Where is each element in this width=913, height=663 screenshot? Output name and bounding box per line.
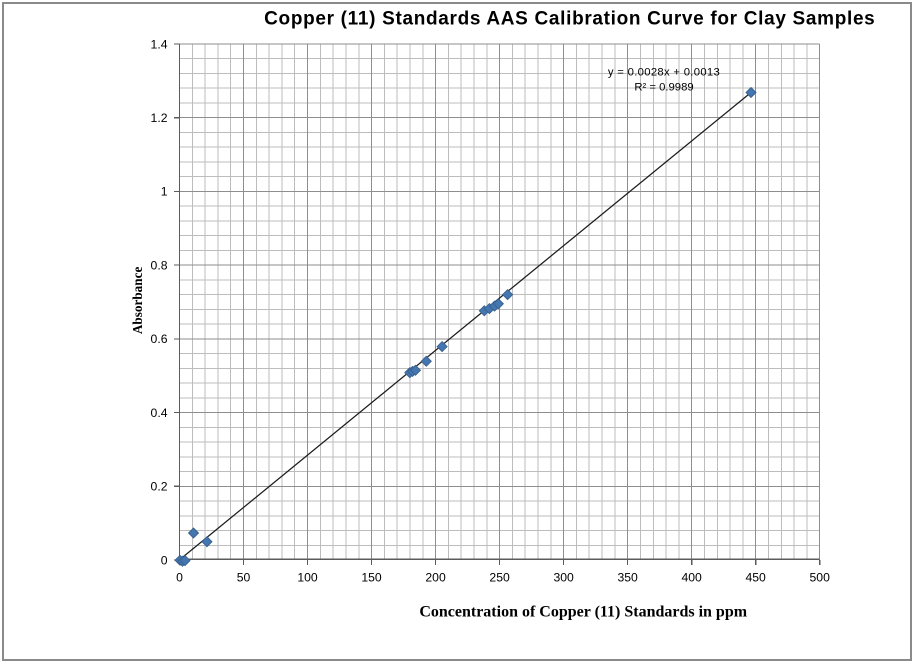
svg-text:100: 100: [297, 571, 318, 585]
svg-text:50: 50: [237, 571, 251, 585]
svg-text:250: 250: [489, 571, 510, 585]
svg-text:300: 300: [553, 571, 574, 585]
svg-text:0.8: 0.8: [151, 258, 168, 272]
svg-text:1: 1: [161, 185, 168, 199]
svg-text:Copper (11) Standards AAS Cali: Copper (11) Standards AAS Calibration Cu…: [264, 8, 875, 29]
svg-text:0: 0: [161, 553, 168, 567]
svg-text:0.6: 0.6: [151, 332, 168, 346]
svg-text:1.2: 1.2: [151, 111, 168, 125]
svg-text:Concentration of Copper (11) S: Concentration of Copper (11) Standards i…: [419, 604, 747, 621]
svg-text:450: 450: [746, 571, 767, 585]
svg-text:150: 150: [361, 571, 382, 585]
svg-text:y = 0.0028x + 0.0013: y = 0.0028x + 0.0013: [608, 67, 720, 79]
svg-text:0.2: 0.2: [151, 480, 168, 494]
svg-text:R² = 0.9989: R² = 0.9989: [634, 82, 693, 94]
svg-text:400: 400: [681, 571, 702, 585]
svg-text:200: 200: [425, 571, 446, 585]
svg-text:350: 350: [617, 571, 638, 585]
svg-text:0.4: 0.4: [151, 406, 168, 420]
svg-text:1.4: 1.4: [151, 37, 168, 51]
svg-text:Absorbance: Absorbance: [130, 267, 145, 335]
svg-text:500: 500: [810, 571, 831, 585]
svg-text:0: 0: [176, 571, 183, 585]
